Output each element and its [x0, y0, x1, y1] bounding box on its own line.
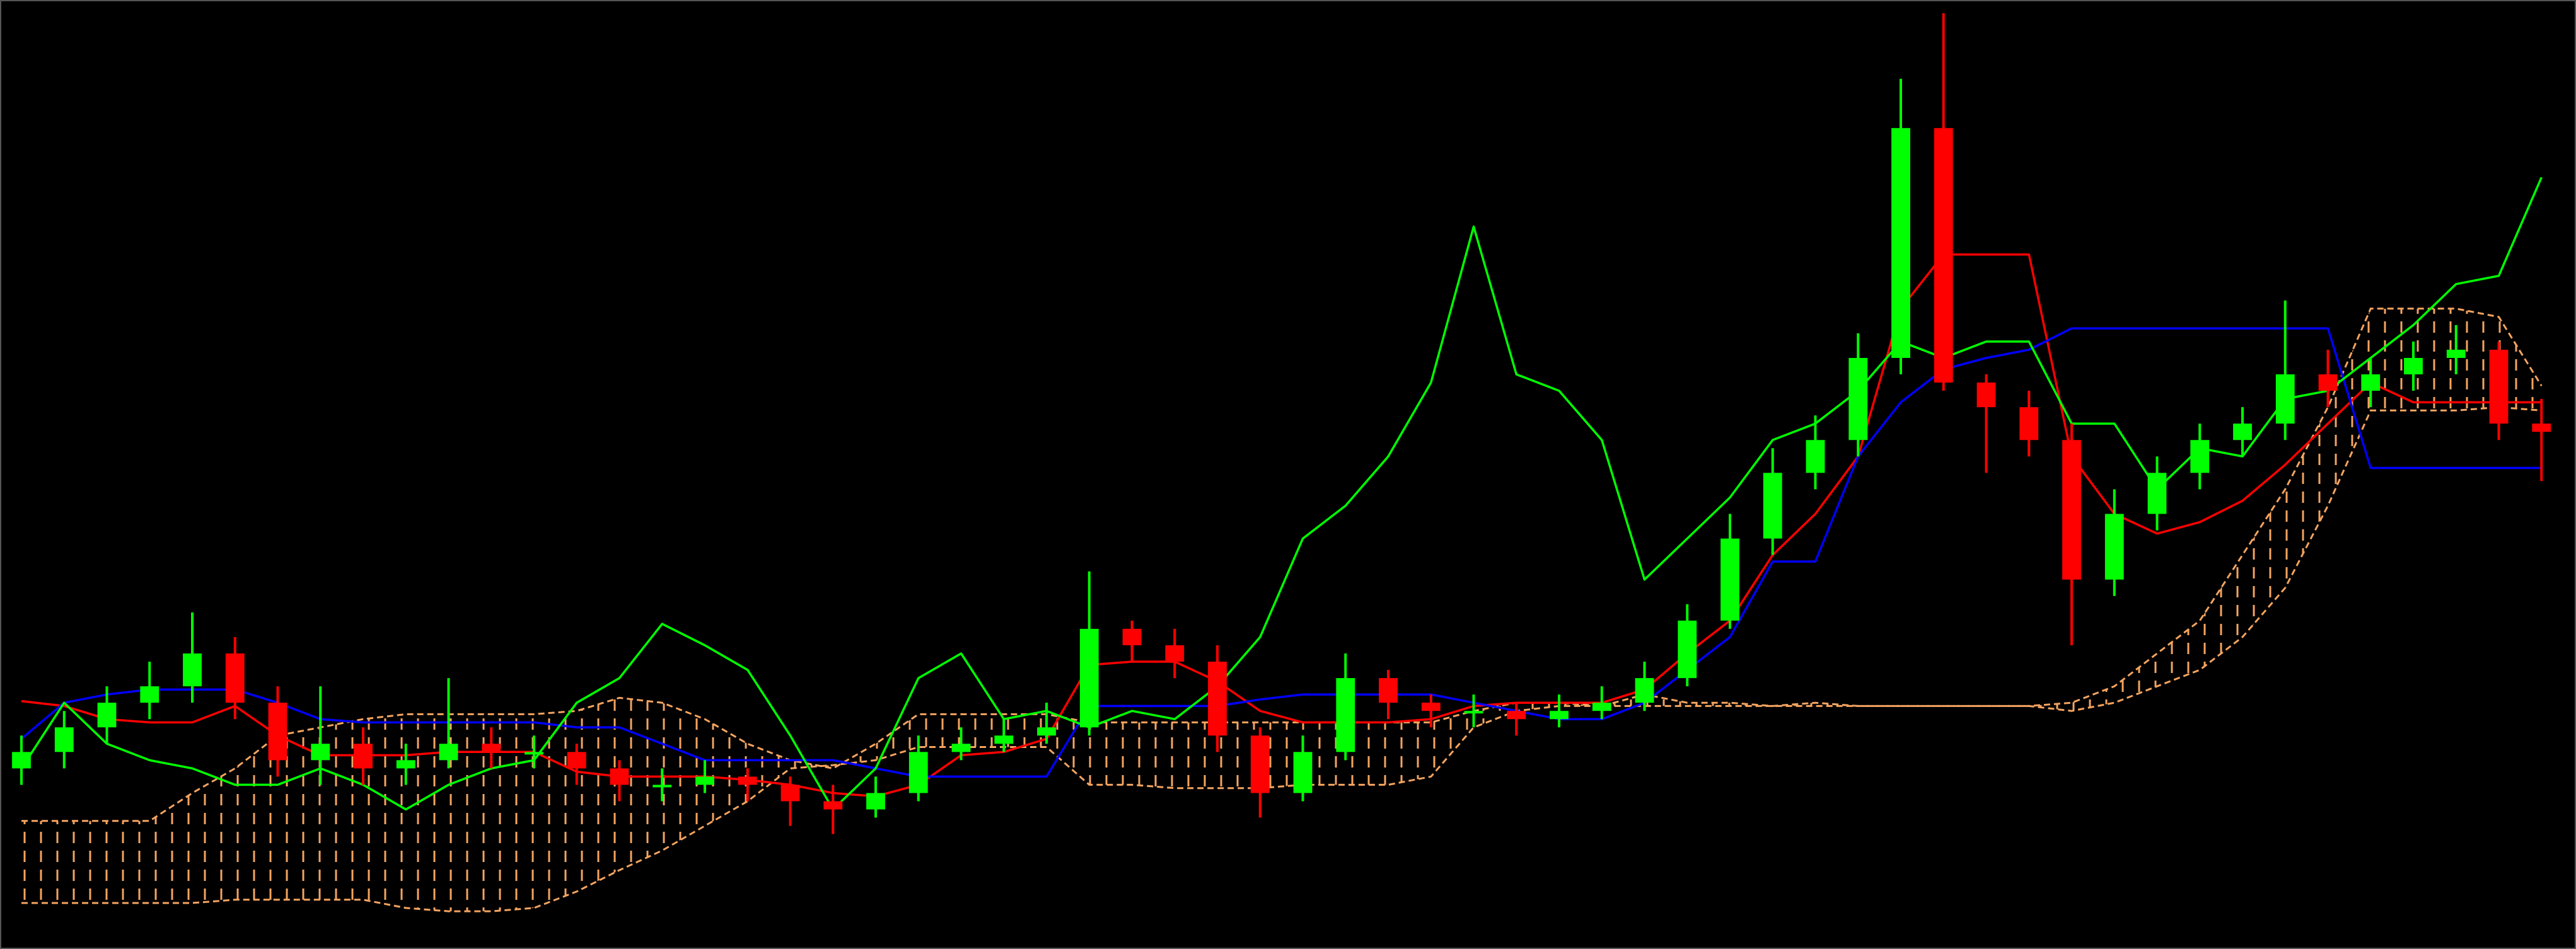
candle-body [1592, 703, 1611, 711]
candle-body [695, 776, 714, 785]
candle-body [2361, 374, 2381, 391]
candle-body [2489, 349, 2509, 424]
candle-body [268, 703, 287, 761]
candle-body [2446, 349, 2466, 359]
candle-body [183, 653, 202, 687]
candle-body [311, 744, 330, 761]
candle-body [1122, 628, 1142, 645]
candle-body [1550, 711, 1569, 720]
candle-body [1293, 752, 1313, 793]
indicator-line [20, 176, 2543, 811]
candle-body [2404, 358, 2423, 375]
candle-body [1079, 628, 1099, 728]
candle-body [482, 744, 501, 752]
candle-body [1848, 358, 1868, 440]
candle-body [823, 801, 843, 810]
candle-body [1934, 128, 1953, 383]
candle-body [610, 768, 629, 785]
cloud-fill [21, 308, 2542, 912]
candle-body [97, 703, 117, 728]
candle-body [2104, 514, 2124, 580]
candle-body [225, 653, 245, 703]
candle-body [1037, 727, 1056, 736]
candle-body [1421, 703, 1441, 711]
candle-body [1976, 382, 1996, 408]
candle-body [1635, 678, 1654, 703]
candle-body [908, 752, 928, 793]
candle-body [2318, 374, 2338, 391]
candle-body [2147, 473, 2167, 514]
candle-body [1464, 711, 1483, 714]
cloud-edge [21, 308, 2543, 822]
indicator-line [20, 327, 2542, 778]
candle-body [1336, 678, 1355, 752]
candle-body [1379, 678, 1398, 703]
candle-body [1250, 735, 1270, 793]
candle-body [2190, 440, 2210, 473]
candle-body [2019, 407, 2039, 440]
candle-body [12, 752, 31, 769]
candle-body [994, 735, 1014, 744]
candle-body [951, 744, 971, 752]
candle-body [1806, 440, 1825, 473]
candle-layer [12, 13, 2551, 834]
candle-body [525, 752, 543, 755]
candle-body [439, 744, 458, 761]
candle-body [1208, 662, 1227, 736]
candle-body [140, 686, 160, 703]
candle-body [354, 744, 373, 769]
candle-body [2532, 423, 2551, 432]
candle-body [567, 752, 586, 769]
candle-body [2275, 374, 2295, 424]
candle-body [1763, 473, 1782, 539]
candle-body [396, 760, 415, 769]
candle-body [780, 785, 800, 802]
candle-body [2062, 440, 2081, 580]
candle-body [54, 727, 74, 752]
cloud-layer [21, 308, 2543, 912]
candle-body [1678, 620, 1697, 679]
candle-body [738, 776, 757, 785]
candle-body [1720, 538, 1739, 621]
candle-body [2233, 423, 2252, 440]
candle-body [653, 785, 672, 788]
candle-body [1507, 711, 1526, 720]
cloud-edge [21, 406, 2542, 912]
candle-body [1891, 128, 1910, 359]
candle-body [866, 793, 885, 810]
candle-body [1165, 645, 1185, 662]
